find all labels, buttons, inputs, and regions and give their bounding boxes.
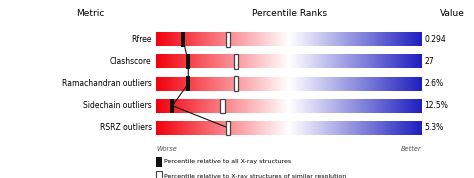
Text: RSRZ outliers: RSRZ outliers — [100, 123, 152, 132]
Bar — [226, 32, 230, 47]
Bar — [186, 77, 190, 91]
Text: 27: 27 — [424, 57, 434, 66]
Bar — [220, 99, 225, 113]
Text: 5.3%: 5.3% — [424, 123, 444, 132]
Text: 12.5%: 12.5% — [424, 101, 448, 110]
Bar — [226, 121, 230, 135]
Bar — [170, 99, 174, 113]
Text: Percentile relative to all X-ray structures: Percentile relative to all X-ray structu… — [164, 159, 292, 164]
Bar — [234, 54, 238, 69]
Text: Worse: Worse — [156, 146, 177, 152]
Text: Value: Value — [440, 9, 465, 18]
Text: Better: Better — [401, 146, 422, 152]
Text: 2.6%: 2.6% — [424, 79, 443, 88]
Text: Metric: Metric — [76, 9, 104, 18]
Text: 0.294: 0.294 — [424, 35, 446, 44]
Bar — [186, 54, 190, 69]
Bar — [234, 77, 238, 91]
Bar — [226, 121, 230, 135]
Text: Clashscore: Clashscore — [110, 57, 152, 66]
Text: Rfree: Rfree — [131, 35, 152, 44]
Text: Percentile Ranks: Percentile Ranks — [252, 9, 327, 18]
Text: Sidechain outliers: Sidechain outliers — [83, 101, 152, 110]
Text: Percentile relative to X-ray structures of similar resolution: Percentile relative to X-ray structures … — [164, 174, 346, 178]
Bar — [181, 32, 185, 47]
Text: Ramachandran outliers: Ramachandran outliers — [62, 79, 152, 88]
